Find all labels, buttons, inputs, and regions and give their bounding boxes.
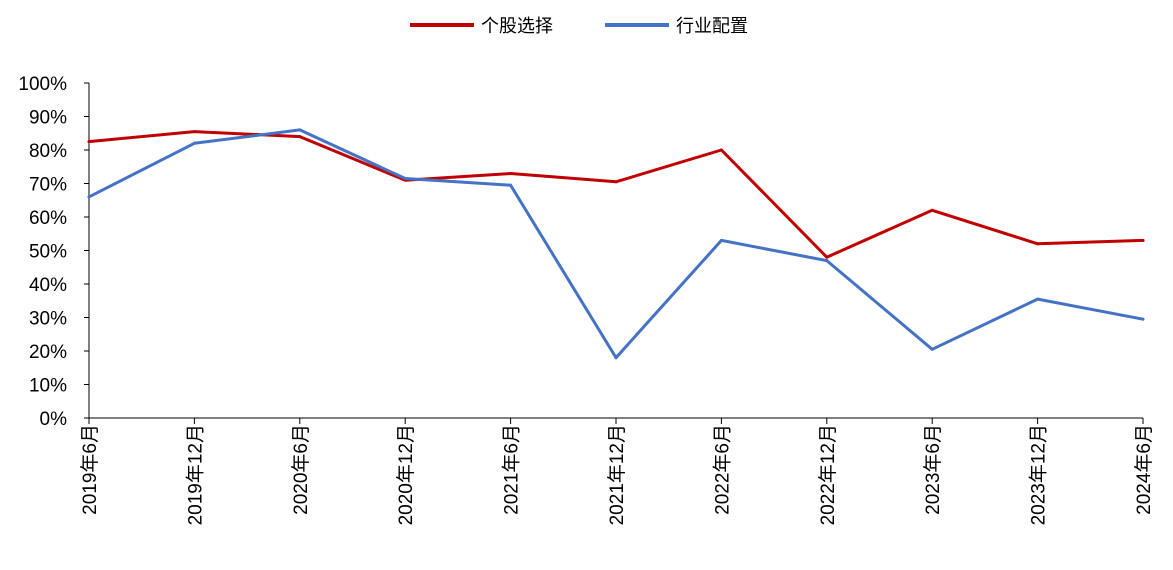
x-tick-label: 2020年6月 xyxy=(290,424,312,515)
series-0-point xyxy=(1036,242,1040,246)
y-tick-label: 80% xyxy=(29,141,67,162)
series-0-point xyxy=(298,135,302,139)
y-tick-label: 100% xyxy=(18,74,67,95)
series-1-point xyxy=(825,259,829,263)
series-1-point xyxy=(614,356,618,360)
series-1-point xyxy=(298,128,302,132)
y-tick-label: 60% xyxy=(29,208,67,229)
series-1-point xyxy=(192,141,196,145)
series-0-point xyxy=(719,148,723,152)
series-0-point xyxy=(825,255,829,259)
series-0-point xyxy=(930,208,934,212)
series-0-point xyxy=(192,130,196,134)
series-1-point xyxy=(719,238,723,242)
series-1-point xyxy=(87,195,91,199)
x-tick-label: 2022年12月 xyxy=(817,424,839,525)
y-tick-label: 10% xyxy=(29,376,67,397)
x-tick-label: 2021年6月 xyxy=(501,424,523,515)
x-tick-label: 2021年12月 xyxy=(606,424,628,525)
legend: 个股选择 行业配置 xyxy=(410,16,748,37)
x-tick-label: 2019年6月 xyxy=(79,424,101,515)
y-tick-label: 40% xyxy=(29,275,67,296)
series-1-point xyxy=(1141,317,1145,321)
x-tick-label: 2020年12月 xyxy=(395,424,417,525)
series-0-point xyxy=(87,140,91,144)
series-1-point xyxy=(509,183,513,187)
x-tick-label: 2023年6月 xyxy=(922,424,944,515)
series-1-point xyxy=(1036,297,1040,301)
x-axis-ticks: 2019年6月 2019年12月 2020年6月 2020年12月 2021年6月 202… xyxy=(79,418,1155,525)
y-tick-label: 0% xyxy=(40,409,68,430)
legend-label-0: 个股选择 xyxy=(481,16,553,37)
series-0-point xyxy=(509,171,513,175)
x-tick-label: 2024年6月 xyxy=(1133,424,1155,515)
series-0-point xyxy=(614,180,618,184)
series-1-point xyxy=(403,176,407,180)
y-tick-label: 50% xyxy=(29,242,67,263)
y-tick-label: 30% xyxy=(29,309,67,330)
y-tick-label: 70% xyxy=(29,175,67,196)
y-tick-label: 90% xyxy=(29,108,67,129)
x-tick-label: 2019年12月 xyxy=(184,424,206,525)
series-0-point xyxy=(1141,238,1145,242)
series-line-0 xyxy=(87,130,1145,259)
x-tick-label: 2023年12月 xyxy=(1028,424,1050,525)
series-1-point xyxy=(930,347,934,351)
y-axis-ticks: 0% 10% 20% 30% 40% 50% 60% 70% 80% 90% 100% xyxy=(18,74,89,430)
x-tick-label: 2022年6月 xyxy=(711,424,733,515)
series-line-1 xyxy=(87,128,1145,360)
legend-label-1: 行业配置 xyxy=(676,16,748,37)
y-tick-label: 20% xyxy=(29,342,67,363)
series-lines xyxy=(87,128,1145,360)
